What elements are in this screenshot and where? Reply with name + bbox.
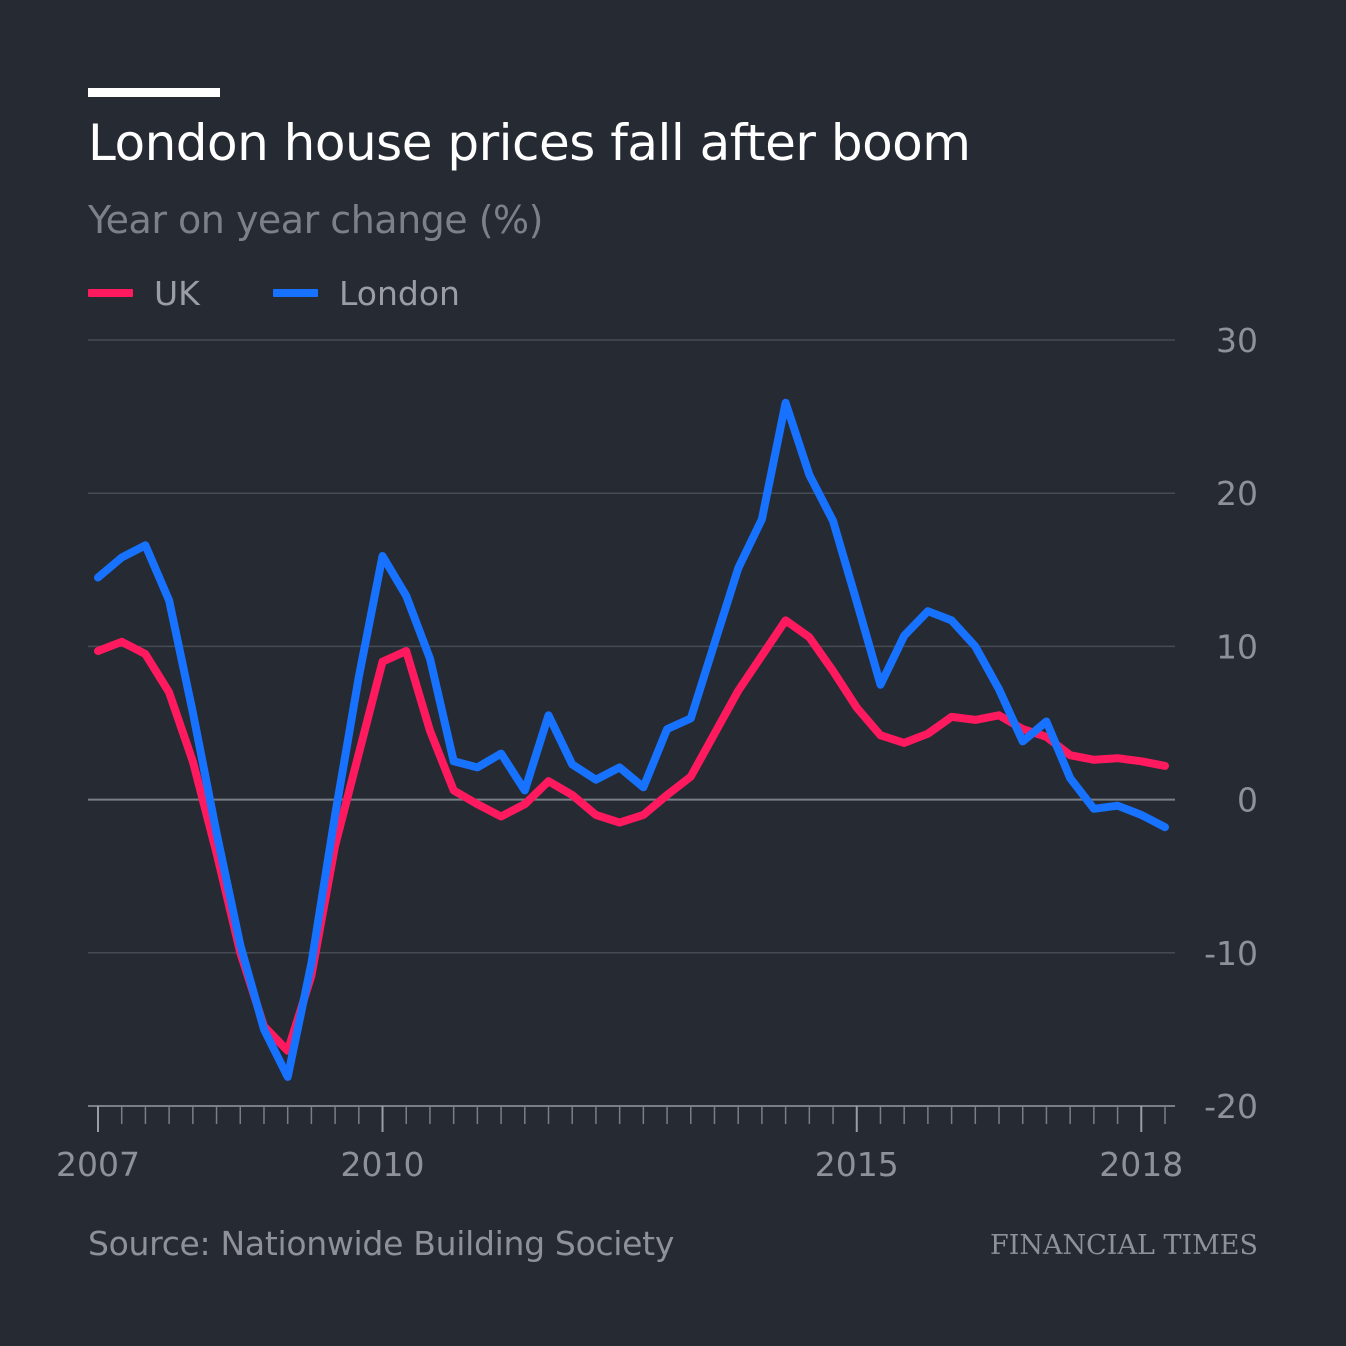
legend-swatch-uk — [88, 289, 133, 297]
y-tick-label: 30 — [1216, 321, 1258, 360]
chart-subtitle: Year on year change (%) — [88, 198, 543, 242]
series-line-london — [94, 398, 1169, 1081]
legend-label-uk: UK — [154, 274, 200, 313]
title-rule — [88, 88, 220, 97]
x-tick-label-2010: 2010 — [341, 1145, 425, 1184]
x-tick-label-2018: 2018 — [1099, 1145, 1183, 1184]
chart-title: London house prices fall after boom — [88, 114, 971, 172]
source-note: Source: Nationwide Building Society — [88, 1224, 675, 1263]
x-tick-label-2015: 2015 — [815, 1145, 899, 1184]
legend-label-london: London — [339, 274, 460, 313]
y-tick-label: 10 — [1216, 627, 1258, 666]
y-tick-label: -20 — [1204, 1087, 1258, 1126]
y-tick-label: 20 — [1216, 474, 1258, 513]
ft-logo: FINANCIAL TIMES — [989, 1230, 1258, 1261]
y-tick-label: -10 — [1204, 934, 1258, 973]
y-tick-label: 0 — [1237, 781, 1258, 820]
legend-swatch-london — [273, 289, 318, 297]
x-tick-label-2007: 2007 — [56, 1145, 140, 1184]
series-line-uk — [94, 616, 1169, 1055]
